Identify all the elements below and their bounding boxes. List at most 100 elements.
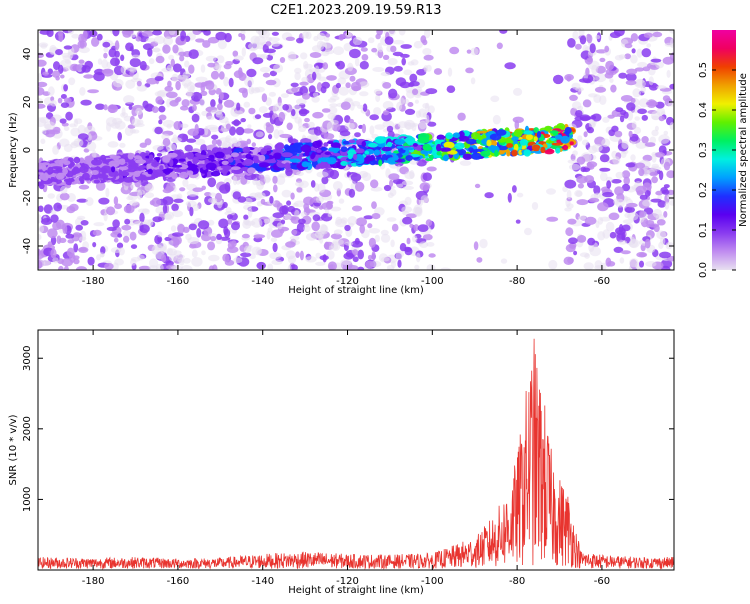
heatmap-cell: [68, 77, 76, 86]
heatmap-cell: [405, 213, 417, 219]
heatmap-cell: [108, 48, 117, 58]
heatmap-cell: [47, 68, 53, 75]
heatmap-cell: [229, 126, 236, 136]
heatmap-cell: [303, 203, 310, 211]
heatmap-cell: [119, 142, 126, 148]
heatmap-cell: [186, 90, 193, 98]
heatmap-cell: [609, 231, 617, 239]
heatmap-cell: [180, 105, 189, 111]
heatmap-cell: [480, 150, 491, 157]
heatmap-cell: [369, 125, 375, 135]
heatmap-cell: [247, 207, 253, 218]
heatmap-cell: [59, 237, 67, 243]
heatmap-cell: [135, 159, 147, 164]
heatmap-cell: [419, 182, 431, 191]
heatmap-cell: [185, 200, 197, 208]
heatmap-cell: [263, 145, 273, 152]
snr-background: [38, 330, 674, 570]
heatmap-cell: [285, 36, 295, 41]
heatmap-cell: [515, 219, 521, 224]
figure-title: C2E1.2023.209.19.59.R13: [270, 3, 441, 18]
heatmap-cell: [128, 200, 139, 206]
y-tick-label: 2000: [22, 416, 33, 441]
heatmap-cell: [595, 49, 608, 54]
heatmap-cell: [227, 157, 234, 163]
heatmap-cell: [84, 177, 91, 181]
heatmap-cell: [65, 179, 72, 186]
heatmap-cell: [473, 241, 479, 251]
heatmap-cell: [412, 235, 418, 243]
heatmap-cell: [549, 130, 559, 134]
heatmap-cell: [282, 104, 290, 111]
heatmap-cell: [626, 102, 636, 111]
heatmap-cell: [447, 150, 458, 155]
heatmap-cell: [340, 101, 351, 110]
heatmap-cell: [92, 229, 102, 236]
heatmap-cell: [205, 80, 215, 90]
heatmap-cell: [604, 72, 614, 79]
heatmap-cell: [67, 52, 74, 59]
heatmap-cell: [240, 33, 246, 41]
heatmap-cell: [449, 46, 460, 55]
heatmap-cell: [658, 170, 664, 181]
heatmap-cell: [266, 54, 274, 61]
heatmap-cell: [207, 36, 220, 44]
heatmap-cell: [490, 95, 500, 103]
heatmap-cell: [232, 50, 239, 57]
heatmap-cell: [180, 264, 193, 270]
heatmap-cell: [639, 194, 648, 200]
heatmap-cell: [392, 178, 403, 185]
heatmap-cell: [38, 214, 42, 224]
heatmap-cell: [61, 122, 69, 127]
heatmap-cell: [144, 138, 152, 146]
colorbar-tick-label: 0.0: [698, 262, 709, 278]
heatmap-cell: [179, 55, 185, 62]
x-tick-label: -140: [251, 576, 274, 587]
heatmap-cell: [71, 33, 80, 39]
heatmap-cell: [195, 76, 208, 83]
heatmap-cell: [608, 129, 616, 137]
heatmap-cell: [124, 126, 134, 136]
heatmap-cell: [487, 145, 497, 151]
heatmap-cell: [588, 197, 600, 203]
heatmap-cell: [173, 198, 184, 203]
heatmap-cell: [170, 225, 177, 232]
heatmap-cell: [637, 108, 647, 115]
heatmap-cell: [525, 134, 533, 141]
heatmap-cell: [222, 171, 227, 176]
heatmap-cell: [402, 216, 413, 225]
heatmap-cell: [102, 41, 111, 48]
heatmap-cell: [343, 252, 355, 260]
heatmap-cell: [333, 229, 343, 235]
heatmap-cell: [621, 232, 626, 241]
heatmap-cell: [116, 242, 124, 249]
heatmap-cell: [238, 87, 248, 94]
heatmap-cell: [217, 103, 223, 111]
heatmap-cell: [166, 98, 171, 108]
heatmap-cell: [237, 196, 247, 203]
heatmap-cell: [401, 206, 413, 213]
heatmap-cell: [355, 217, 367, 227]
heatmap-cell: [241, 47, 246, 57]
heatmap-cell: [347, 62, 354, 72]
heatmap-cell: [183, 257, 191, 264]
heatmap-cell: [131, 54, 141, 59]
heatmap-cell: [123, 95, 135, 104]
heatmap-cell: [373, 88, 382, 95]
heatmap-cell: [200, 64, 206, 73]
heatmap-cell: [371, 47, 378, 53]
heatmap-cell: [95, 103, 105, 110]
heatmap-cell: [320, 147, 328, 151]
heatmap-cell: [474, 183, 481, 189]
heatmap-cell: [113, 196, 119, 206]
colorbar-tick-label: 0.5: [698, 62, 709, 78]
heatmap-cell: [201, 110, 208, 117]
heatmap-cell: [233, 257, 243, 264]
heatmap-cell: [652, 208, 663, 218]
heatmap-cell: [347, 152, 353, 160]
heatmap-cell: [499, 30, 508, 34]
heatmap-cell: [329, 103, 338, 108]
heatmap-cell: [152, 30, 162, 36]
heatmap-cell: [523, 149, 531, 157]
